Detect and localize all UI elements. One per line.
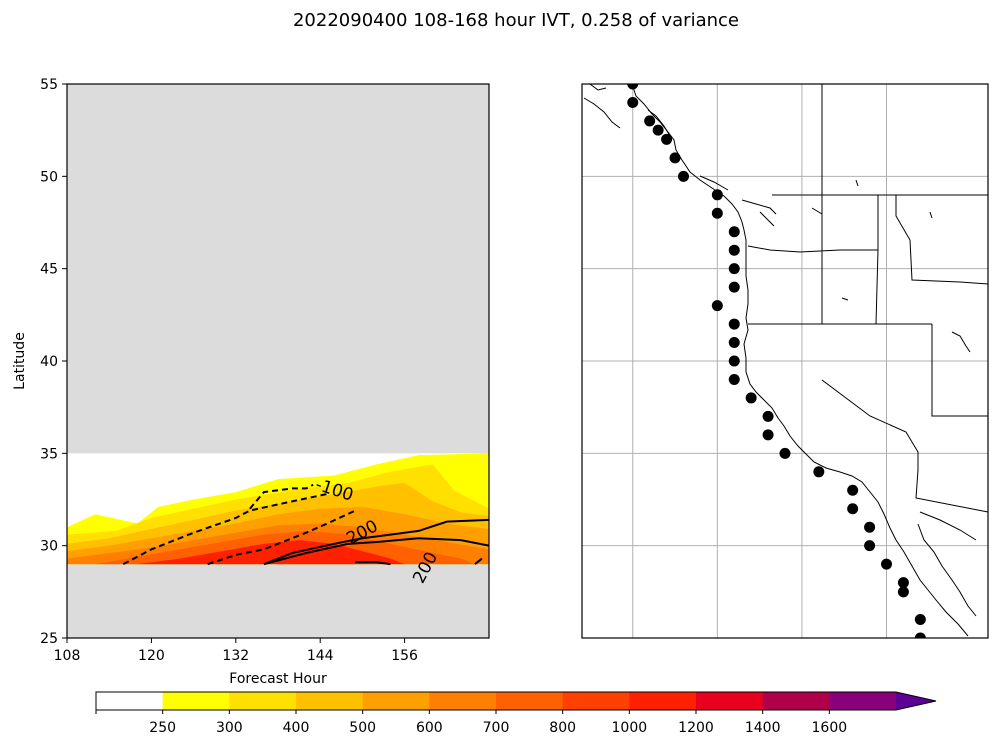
y-tick-label: 55 xyxy=(40,77,58,93)
colorbar-tick-label: 250 xyxy=(149,720,176,736)
station-point xyxy=(711,207,723,219)
station-point xyxy=(847,503,859,515)
colorbar-segment xyxy=(296,692,364,710)
station-point xyxy=(914,614,926,626)
coastline xyxy=(631,84,969,637)
colorbar-segment xyxy=(229,692,297,710)
colorbar-tick-label: 1000 xyxy=(612,720,648,736)
colorbar-tick-label: 400 xyxy=(283,720,310,736)
colorbar-segment xyxy=(629,692,697,710)
station-point xyxy=(864,521,876,533)
colorbar-tick-label: 1200 xyxy=(678,720,714,736)
map-boundaries xyxy=(583,84,988,637)
y-tick-label: 50 xyxy=(40,169,58,185)
station-point xyxy=(745,392,757,404)
station-point xyxy=(627,96,639,108)
y-tick-label: 30 xyxy=(40,539,58,555)
x-tick-label: 120 xyxy=(138,648,165,664)
colorbar-segment xyxy=(829,692,897,710)
station-point xyxy=(678,170,689,182)
coastline-islands xyxy=(583,84,777,227)
colorbar-segment xyxy=(696,692,764,710)
state-borders xyxy=(747,84,988,513)
station-point xyxy=(661,133,673,145)
colorbar-segment xyxy=(96,692,164,710)
station-point xyxy=(728,244,740,256)
colorbar-tick-label: 700 xyxy=(483,720,510,736)
contour-line-6 xyxy=(474,557,483,565)
colorbar-tick-label: 500 xyxy=(349,720,376,736)
contour-line-3 xyxy=(263,518,489,566)
contour-line-1 xyxy=(207,509,356,566)
contour-line-2 xyxy=(249,483,314,510)
y-tick-label: 40 xyxy=(40,354,58,370)
contour-line-5 xyxy=(355,561,391,566)
colorbar-segment xyxy=(562,692,630,710)
station-point xyxy=(897,586,909,598)
station-point xyxy=(762,429,774,441)
station-point xyxy=(728,226,740,238)
colorbar-tick-label: 1400 xyxy=(745,720,781,736)
colorbar: 250 300 400 500 600 700 800 1000 1200 1400 1600 xyxy=(95,691,937,736)
station-point xyxy=(644,115,656,127)
map-panel xyxy=(581,83,989,639)
x-tick-label: 156 xyxy=(391,648,418,664)
colorbar-segment xyxy=(496,692,564,710)
station-point xyxy=(627,84,639,90)
station-markers xyxy=(627,84,926,638)
station-point xyxy=(652,124,664,136)
station-point xyxy=(914,632,926,638)
station-point xyxy=(779,447,791,459)
station-point xyxy=(728,281,740,293)
station-point xyxy=(728,373,740,385)
x-tick-label: 108 xyxy=(54,648,81,664)
colorbar-ticks: 250 300 400 500 600 700 800 1000 1200 1400 1600 xyxy=(95,710,848,736)
colorbar-segment xyxy=(362,692,430,710)
map-gridlines xyxy=(582,84,988,638)
station-point xyxy=(762,410,774,422)
station-point xyxy=(847,484,859,496)
station-point xyxy=(711,189,723,201)
contour-lines xyxy=(122,483,489,566)
colorbar-segment xyxy=(429,692,497,710)
colorbar-tick-label: 1600 xyxy=(812,720,848,736)
station-point xyxy=(864,540,876,552)
x-tick-label: 144 xyxy=(307,648,334,664)
station-point xyxy=(669,152,681,164)
colorbar-segment xyxy=(762,692,830,710)
colorbar-segment xyxy=(162,692,230,710)
colorbar-outline xyxy=(95,691,937,711)
colorbar-tick-label: 600 xyxy=(416,720,443,736)
colorbar-segments xyxy=(95,691,937,711)
y-tick-label: 45 xyxy=(40,262,58,278)
contour-line-0 xyxy=(122,492,328,566)
x-ticks: 108 120 132 144 156 xyxy=(54,638,418,664)
station-point xyxy=(711,300,723,312)
x-axis-label: Forecast Hour xyxy=(229,671,327,687)
y-ticks: 25 30 35 40 45 50 55 xyxy=(40,77,67,647)
station-point xyxy=(728,263,740,275)
figure-title: 2022090400 108-168 hour IVT, 0.258 of va… xyxy=(293,10,739,31)
lakes xyxy=(811,179,933,301)
great-salt-lake xyxy=(951,331,971,353)
station-point xyxy=(728,355,740,367)
x-tick-label: 132 xyxy=(222,648,249,664)
station-point xyxy=(728,318,740,330)
gulf-of-california-coast xyxy=(917,511,977,617)
colorbar-tick-label: 800 xyxy=(549,720,576,736)
colorbar-tick-label: 300 xyxy=(216,720,243,736)
filled-contours xyxy=(67,453,489,565)
map-frame xyxy=(581,83,989,639)
station-point xyxy=(881,558,892,570)
station-point xyxy=(897,577,909,589)
y-axis-label: Latitude xyxy=(12,332,28,390)
station-point xyxy=(813,466,825,478)
colorbar-extension xyxy=(896,692,936,710)
station-point xyxy=(728,337,740,349)
y-tick-label: 35 xyxy=(40,446,58,462)
y-tick-label: 25 xyxy=(40,631,58,647)
contour-line-4 xyxy=(263,537,489,566)
